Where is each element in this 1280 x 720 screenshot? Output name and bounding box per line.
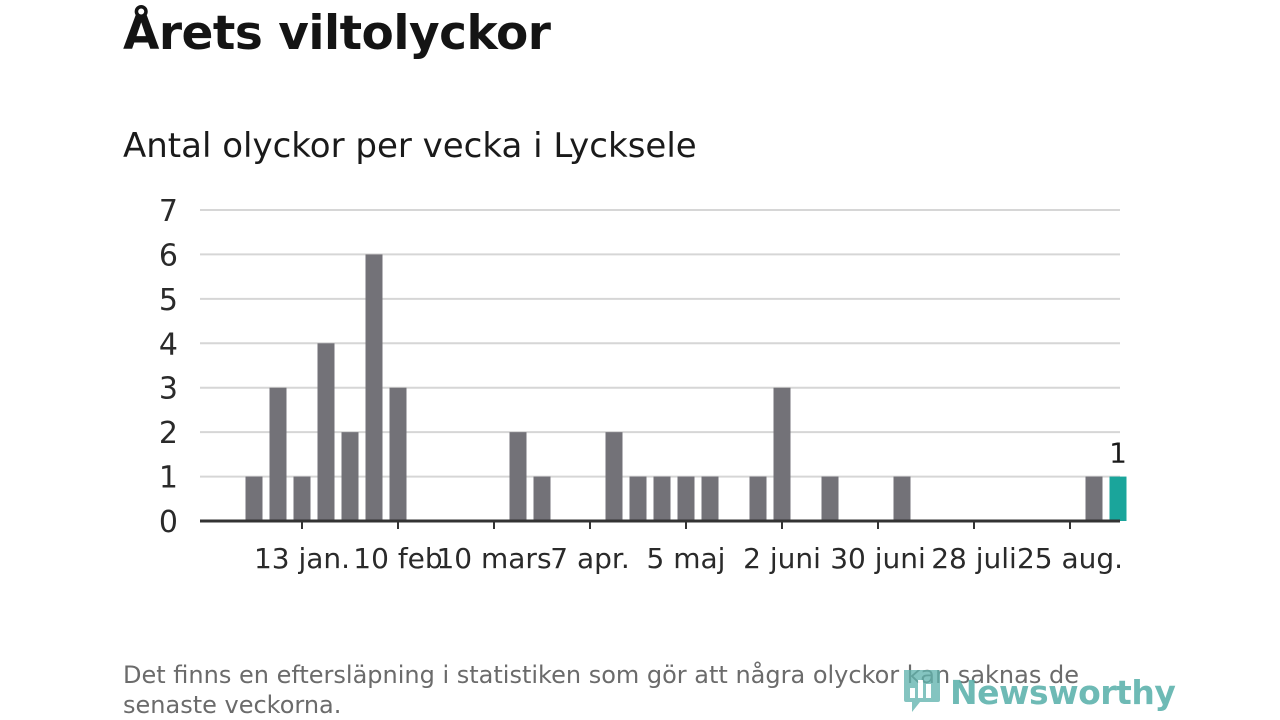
bar (677, 476, 695, 521)
bar (629, 476, 647, 521)
bar (293, 476, 311, 521)
y-tick-label: 1 (159, 461, 178, 496)
x-tick-label: 30 juni (830, 542, 926, 575)
y-tick-label: 0 (159, 505, 178, 540)
chart-title: Årets viltolyckor (123, 6, 551, 61)
y-tick-label: 4 (159, 327, 178, 362)
chart-subtitle: Antal olyckor per vecka i Lycksele (123, 126, 697, 166)
bar (341, 432, 359, 521)
bar (605, 432, 623, 521)
bar (653, 476, 671, 521)
x-tick-label: 25 aug. (1017, 542, 1123, 575)
x-tick-label: 10 feb (353, 542, 442, 575)
bar (893, 476, 911, 521)
bar-highlight (1109, 476, 1127, 521)
value-label: 1 (1109, 437, 1127, 470)
bar (269, 387, 287, 521)
y-tick-label: 6 (159, 238, 178, 273)
bar (245, 476, 263, 521)
newsworthy-logo-icon (900, 666, 944, 718)
y-tick-label: 7 (159, 194, 178, 229)
bar (749, 476, 767, 521)
x-tick-label: 2 juni (743, 542, 821, 575)
bar (509, 432, 527, 521)
x-axis (200, 519, 1120, 529)
annotations: 1 (1109, 437, 1127, 470)
x-tick-label: 5 maj (647, 542, 726, 575)
bar (773, 387, 791, 521)
bar (1085, 476, 1103, 521)
bar (365, 254, 383, 521)
bar (533, 476, 551, 521)
bar (821, 476, 839, 521)
x-tick-label: 7 apr. (550, 542, 630, 575)
bar (389, 387, 407, 521)
bar (317, 343, 335, 521)
x-tick-label: 28 juli (931, 542, 1017, 575)
bar (701, 476, 719, 521)
y-tick-label: 3 (159, 372, 178, 407)
y-tick-label: 5 (159, 283, 178, 318)
x-tick-label: 13 jan. (254, 542, 350, 575)
gridlines (200, 209, 1120, 478)
y-axis-labels: 0 1 2 3 4 5 6 7 (159, 194, 178, 540)
bars (245, 254, 1127, 521)
x-tick-label: 10 mars (436, 542, 551, 575)
y-tick-label: 2 (159, 416, 178, 451)
brand-logo[interactable]: Newsworthy (900, 666, 1176, 718)
brand-name: Newsworthy (950, 672, 1176, 712)
